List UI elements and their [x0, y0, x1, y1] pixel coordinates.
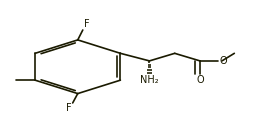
Text: F: F: [84, 19, 90, 29]
Text: NH₂: NH₂: [140, 75, 159, 85]
Text: O: O: [219, 56, 227, 66]
Text: F: F: [66, 104, 71, 113]
Text: O: O: [196, 75, 204, 85]
